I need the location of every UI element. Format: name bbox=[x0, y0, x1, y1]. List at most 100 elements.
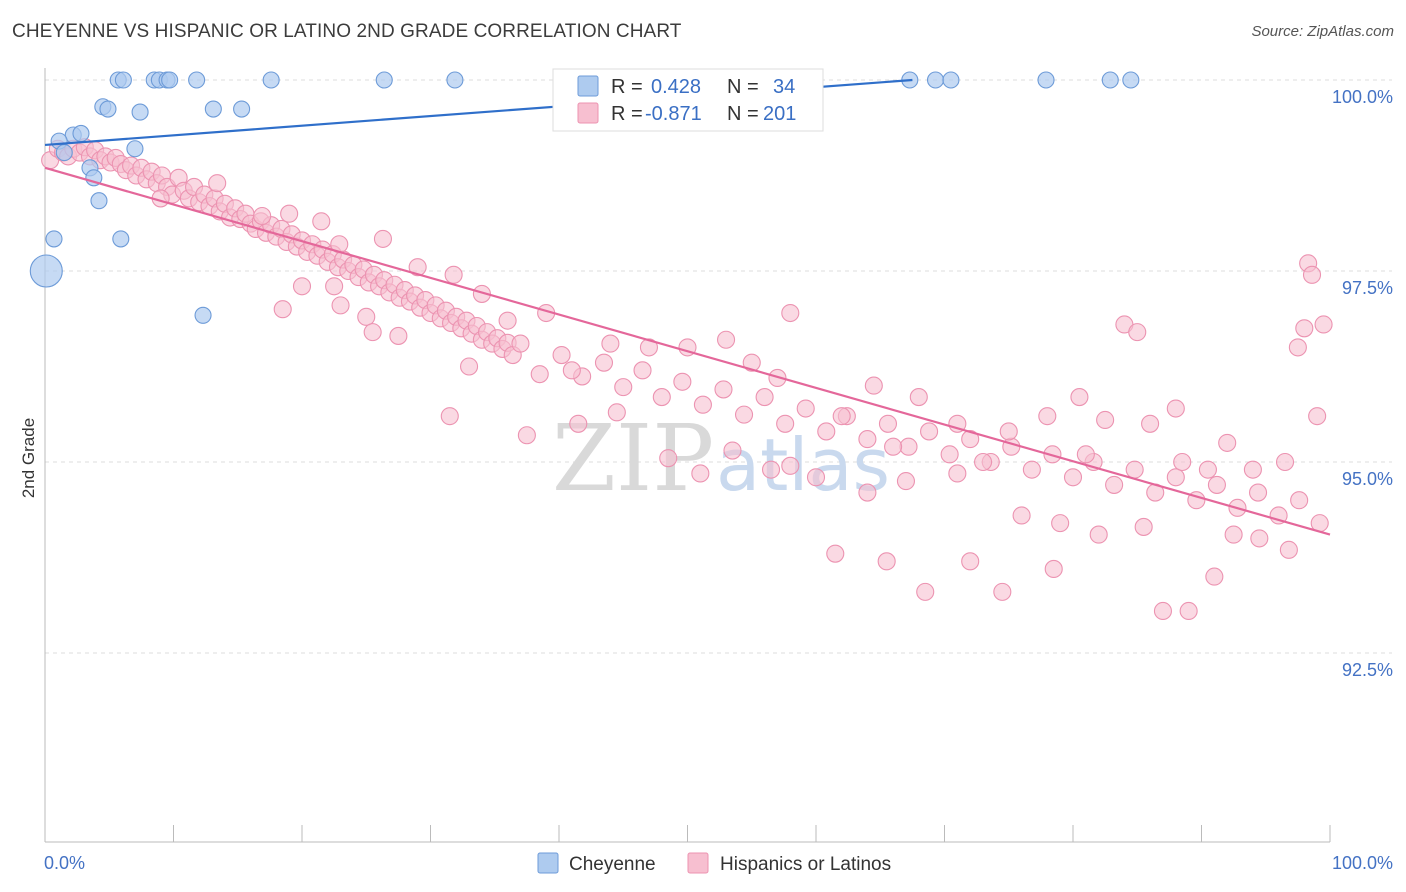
hispanics-point bbox=[1166, 468, 1185, 487]
hispanics-point bbox=[1302, 265, 1322, 284]
hispanics-point bbox=[1012, 506, 1031, 525]
correlation-legend: R = 0.428 N = 34 R = -0.871 N = 201 bbox=[552, 68, 824, 132]
cheyenne-point bbox=[72, 124, 90, 143]
hispanics-point bbox=[1205, 567, 1224, 586]
hispanics-point bbox=[517, 426, 536, 445]
hispanics-point bbox=[1141, 414, 1160, 433]
hispanics-point bbox=[961, 430, 980, 449]
cheyenne-point bbox=[188, 71, 206, 89]
hispanics-point bbox=[652, 388, 671, 407]
series-legend: Cheyenne Hispanics or Latinos bbox=[537, 852, 891, 875]
hispanics-point bbox=[1166, 399, 1185, 418]
legend-swatch-cheyenne bbox=[577, 75, 599, 97]
y-tick-label: 97.5% bbox=[1342, 278, 1393, 298]
cheyenne-point bbox=[131, 103, 149, 121]
hispanics-point bbox=[864, 376, 883, 395]
hispanics-point bbox=[1207, 475, 1226, 494]
hispanics-point bbox=[832, 407, 851, 426]
cheyenne-point bbox=[29, 254, 63, 288]
hispanics-point bbox=[920, 422, 939, 441]
hispanics-point bbox=[673, 372, 692, 391]
y-tick-label: 95.0% bbox=[1342, 469, 1393, 489]
cheyenne-point bbox=[446, 71, 464, 89]
hispanics-point bbox=[1224, 525, 1243, 544]
hispanics-point bbox=[633, 361, 652, 380]
legend-n-label-2: N = bbox=[727, 103, 759, 125]
legend-n-value-2: 201 bbox=[763, 103, 796, 125]
cheyenne-point bbox=[204, 100, 222, 118]
hispanics-point bbox=[1279, 540, 1298, 559]
hispanics-point bbox=[1290, 491, 1309, 510]
cheyenne-point bbox=[90, 192, 108, 210]
hispanics-point bbox=[691, 464, 710, 483]
hispanics-point bbox=[734, 405, 754, 424]
hispanics-point bbox=[940, 445, 959, 464]
cheyenne-point bbox=[45, 230, 63, 248]
bottom-legend-swatch-hispanics bbox=[687, 852, 709, 874]
hispanics-point bbox=[693, 395, 712, 414]
cheyenne-point bbox=[99, 100, 117, 118]
hispanics-point bbox=[408, 258, 427, 277]
hispanics-point bbox=[858, 483, 877, 502]
hispanics-point bbox=[1314, 315, 1333, 334]
cheyenne-point bbox=[161, 71, 179, 89]
hispanics-point bbox=[331, 296, 350, 315]
hispanics-point bbox=[1051, 514, 1070, 533]
hispanics-point bbox=[659, 449, 678, 468]
hispanics-point bbox=[1038, 407, 1057, 426]
cheyenne-point bbox=[194, 306, 212, 324]
hispanics-point bbox=[312, 212, 331, 231]
hispanics-point bbox=[755, 388, 774, 407]
legend-swatch-hispanics bbox=[577, 102, 599, 124]
hispanics-point bbox=[208, 174, 227, 193]
cheyenne-point bbox=[1122, 71, 1140, 89]
hispanics-point bbox=[993, 582, 1012, 601]
hispanics-point bbox=[1070, 388, 1089, 407]
hispanics-point bbox=[714, 380, 733, 399]
hispanics-point bbox=[896, 472, 916, 491]
hispanics-point bbox=[1173, 452, 1192, 472]
hispanics-point bbox=[639, 338, 659, 357]
hispanics-point bbox=[1002, 437, 1021, 456]
hispanics-point bbox=[552, 345, 571, 365]
cheyenne-point bbox=[233, 100, 251, 118]
grid-layer: 100.0% 97.5% 95.0% 92.5% bbox=[45, 79, 1393, 680]
cheyenne-point bbox=[942, 71, 960, 89]
y-axis-label: 2nd Grade bbox=[19, 418, 38, 498]
cheyenne-point bbox=[112, 230, 130, 248]
hispanics-point bbox=[601, 334, 620, 353]
hispanics-point bbox=[742, 353, 761, 372]
hispanics-point bbox=[806, 468, 826, 487]
cheyenne-point bbox=[262, 71, 280, 89]
source-credit: Source: ZipAtlas.com bbox=[1251, 23, 1394, 40]
hispanics-point bbox=[761, 460, 781, 479]
hispanics-point bbox=[877, 552, 896, 571]
hispanics-point bbox=[363, 323, 382, 342]
hispanics-point bbox=[569, 414, 588, 433]
hispanics-point bbox=[817, 422, 836, 441]
cheyenne-point bbox=[126, 140, 144, 158]
hispanics-point bbox=[858, 430, 877, 449]
series-cheyenne-points bbox=[29, 71, 1140, 324]
hispanics-point bbox=[1063, 468, 1083, 487]
hispanics-point bbox=[440, 407, 459, 426]
hispanics-point bbox=[781, 303, 800, 323]
hispanics-point bbox=[961, 552, 980, 571]
hispanics-point bbox=[1243, 460, 1262, 479]
hispanics-point bbox=[373, 229, 393, 248]
hispanics-point bbox=[280, 204, 299, 223]
axes-layer: 0.0% 100.0% bbox=[44, 68, 1393, 873]
series-hispanics-points bbox=[41, 138, 1333, 621]
bottom-legend-hispanics: Hispanics or Latinos bbox=[720, 854, 891, 875]
hispanics-point bbox=[607, 403, 626, 422]
hispanics-point bbox=[1153, 601, 1172, 621]
cheyenne-point bbox=[114, 71, 132, 89]
hispanics-point bbox=[389, 326, 408, 345]
hispanics-point bbox=[1125, 460, 1144, 479]
hispanics-point bbox=[1089, 525, 1108, 544]
legend-n-label-1: N = bbox=[727, 76, 759, 98]
hispanics-point bbox=[357, 307, 376, 326]
y-tick-label: 92.5% bbox=[1342, 660, 1393, 680]
hispanics-point bbox=[1096, 410, 1115, 430]
